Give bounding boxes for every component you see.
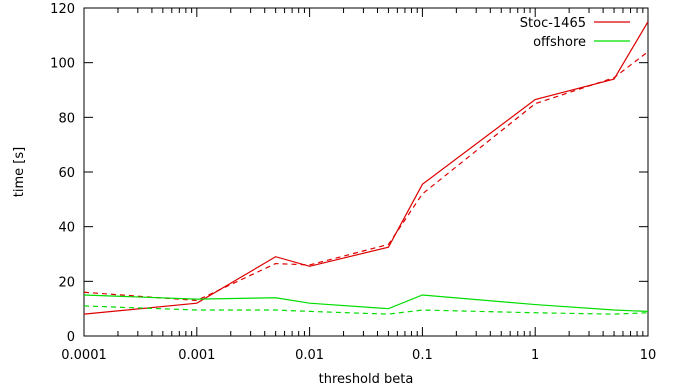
legend-label: offshore (533, 35, 586, 50)
series-line-1-dashed (83, 51, 649, 302)
x-tick-label: 1 (531, 348, 539, 363)
y-tick-label: 80 (58, 111, 75, 126)
x-tick-label: 10 (640, 348, 657, 363)
y-tick-label: 40 (58, 221, 75, 236)
legend-label: Stoc-1465 (520, 16, 586, 31)
plot-frame (83, 7, 649, 337)
x-tick-label: 0.01 (295, 348, 324, 363)
y-tick-label: 0 (67, 330, 75, 345)
y-tick-label: 100 (50, 57, 75, 72)
y-tick-label: 120 (50, 2, 75, 17)
x-tick-label: 0.1 (412, 348, 433, 363)
series-line-3-dashed (83, 305, 649, 315)
y-axis-label: time [s] (12, 147, 27, 197)
series-line-2-solid (83, 294, 649, 312)
y-tick-label: 60 (58, 166, 75, 181)
y-tick-label: 20 (58, 275, 75, 290)
series-lines (83, 21, 649, 315)
x-tick-label: 0.001 (178, 348, 215, 363)
x-axis-label: threshold beta (319, 372, 414, 387)
legend: Stoc-1465 offshore (520, 16, 630, 50)
x-tick-label: 0.0001 (61, 348, 107, 363)
series-line-0-solid (83, 21, 649, 315)
